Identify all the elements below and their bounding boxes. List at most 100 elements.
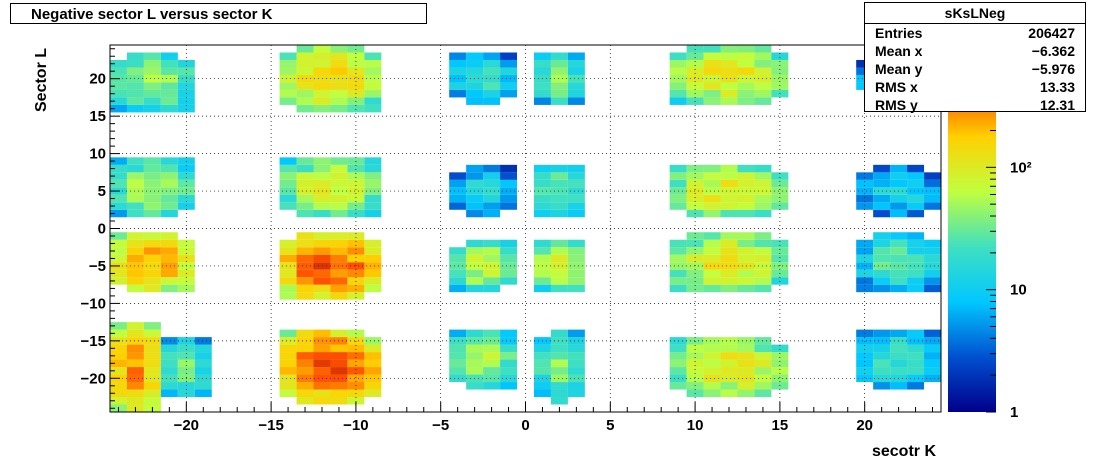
- heatmap-cell: [330, 329, 348, 338]
- heatmap-cell: [296, 209, 314, 218]
- heatmap-cell: [500, 239, 518, 248]
- heatmap-cell: [279, 262, 297, 270]
- heatmap-cell: [890, 202, 908, 210]
- heatmap-cell: [771, 254, 789, 263]
- heatmap-cell: [279, 284, 297, 293]
- heatmap-cell: [703, 89, 721, 98]
- heatmap-cell: [330, 269, 348, 278]
- heatmap-cell: [143, 254, 161, 263]
- heatmap-cell: [924, 202, 941, 210]
- heatmap-cell: [143, 74, 161, 83]
- heatmap-cell: [890, 284, 908, 293]
- heatmap-cell: [533, 209, 551, 218]
- heatmap-cell: [754, 179, 772, 188]
- heatmap-cell: [754, 172, 772, 180]
- heatmap-cell: [143, 179, 161, 188]
- heatmap-cell: [754, 277, 772, 285]
- x-tick-label: 0: [521, 417, 529, 434]
- heatmap-cell: [449, 374, 467, 383]
- heatmap-cell: [686, 359, 704, 368]
- heatmap-cell: [177, 367, 195, 375]
- heatmap-cell: [483, 194, 501, 203]
- heatmap-cell: [160, 194, 178, 203]
- heatmap-cell: [550, 52, 568, 60]
- heatmap-cell: [567, 67, 585, 75]
- heatmap-cell: [907, 179, 925, 188]
- heatmap-cell: [466, 82, 484, 90]
- heatmap-cell: [890, 209, 908, 218]
- heatmap-cell: [754, 254, 772, 263]
- heatmap-cell: [364, 104, 382, 113]
- heatmap-cell: [449, 202, 467, 210]
- heatmap-cell: [703, 389, 721, 398]
- x-tick-label: −15: [258, 417, 283, 434]
- heatmap-cell: [550, 202, 568, 210]
- heatmap-cell: [347, 194, 365, 203]
- heatmap-cell: [737, 352, 755, 360]
- heatmap-cell: [313, 254, 331, 263]
- heatmap-cell: [347, 164, 365, 173]
- heatmap-cell: [686, 172, 704, 180]
- heatmap-cell: [126, 374, 144, 383]
- x-tick-label: 15: [772, 417, 789, 434]
- heatmap-cell: [856, 367, 874, 375]
- heatmap-cell: [856, 254, 874, 263]
- heatmap-cell: [347, 187, 365, 195]
- heatmap-cell: [483, 82, 501, 90]
- heatmap-cell: [907, 164, 925, 173]
- heatmap-cell: [313, 89, 331, 98]
- heatmap-cell: [296, 172, 314, 180]
- heatmap-cell: [533, 202, 551, 210]
- heatmap-cell: [771, 359, 789, 368]
- heatmap-cell: [313, 232, 331, 240]
- heatmap-cell: [364, 202, 382, 210]
- heatmap-cell: [110, 59, 127, 68]
- heatmap-cell: [126, 97, 144, 105]
- heatmap-cell: [364, 389, 382, 398]
- heatmap-cell: [160, 104, 178, 113]
- heatmap-cell: [924, 374, 941, 383]
- heatmap-cell: [703, 172, 721, 180]
- heatmap-cell: [720, 352, 738, 360]
- heatmap-cell: [160, 187, 178, 195]
- heatmap-cell: [279, 374, 297, 383]
- heatmap-cell: [669, 277, 687, 285]
- heatmap-cell: [686, 45, 704, 53]
- heatmap-cell: [856, 187, 874, 195]
- heatmap-cell: [533, 194, 551, 203]
- heatmap-cell: [466, 284, 484, 293]
- heatmap-cell: [449, 59, 467, 68]
- heatmap-cell: [143, 352, 161, 360]
- heatmap-cell: [754, 269, 772, 278]
- heatmap-cell: [500, 89, 518, 98]
- heatmap-cell: [279, 187, 297, 195]
- heatmap-cell: [873, 179, 891, 188]
- heatmap-cell: [669, 367, 687, 375]
- heatmap-cell: [110, 104, 127, 113]
- heatmap-cell: [177, 239, 195, 248]
- heatmap-cell: [754, 232, 772, 240]
- heatmap-cell: [720, 179, 738, 188]
- heatmap-cell: [160, 67, 178, 75]
- heatmap-cell: [669, 97, 687, 105]
- heatmap-cell: [907, 239, 925, 248]
- heatmap-cell: [669, 172, 687, 180]
- stats-label: Mean x: [875, 43, 923, 59]
- heatmap-cell: [364, 187, 382, 195]
- colorbar-tick-label: 10²: [1010, 159, 1032, 176]
- heatmap-cell: [143, 269, 161, 278]
- heatmap-cell: [737, 232, 755, 240]
- heatmap-cell: [347, 67, 365, 75]
- heatmap-cell: [737, 59, 755, 68]
- stats-value: 13.33: [1039, 79, 1075, 95]
- heatmap-cell: [330, 89, 348, 98]
- heatmap-cell: [313, 382, 331, 390]
- heatmap-cell: [126, 262, 144, 270]
- heatmap-cell: [483, 209, 501, 218]
- heatmap-cell: [567, 277, 585, 285]
- heatmap-cell: [720, 52, 738, 60]
- heatmap-cell: [771, 52, 789, 60]
- heatmap-cell: [737, 74, 755, 83]
- heatmap-cell: [296, 179, 314, 188]
- heatmap-cell: [533, 52, 551, 60]
